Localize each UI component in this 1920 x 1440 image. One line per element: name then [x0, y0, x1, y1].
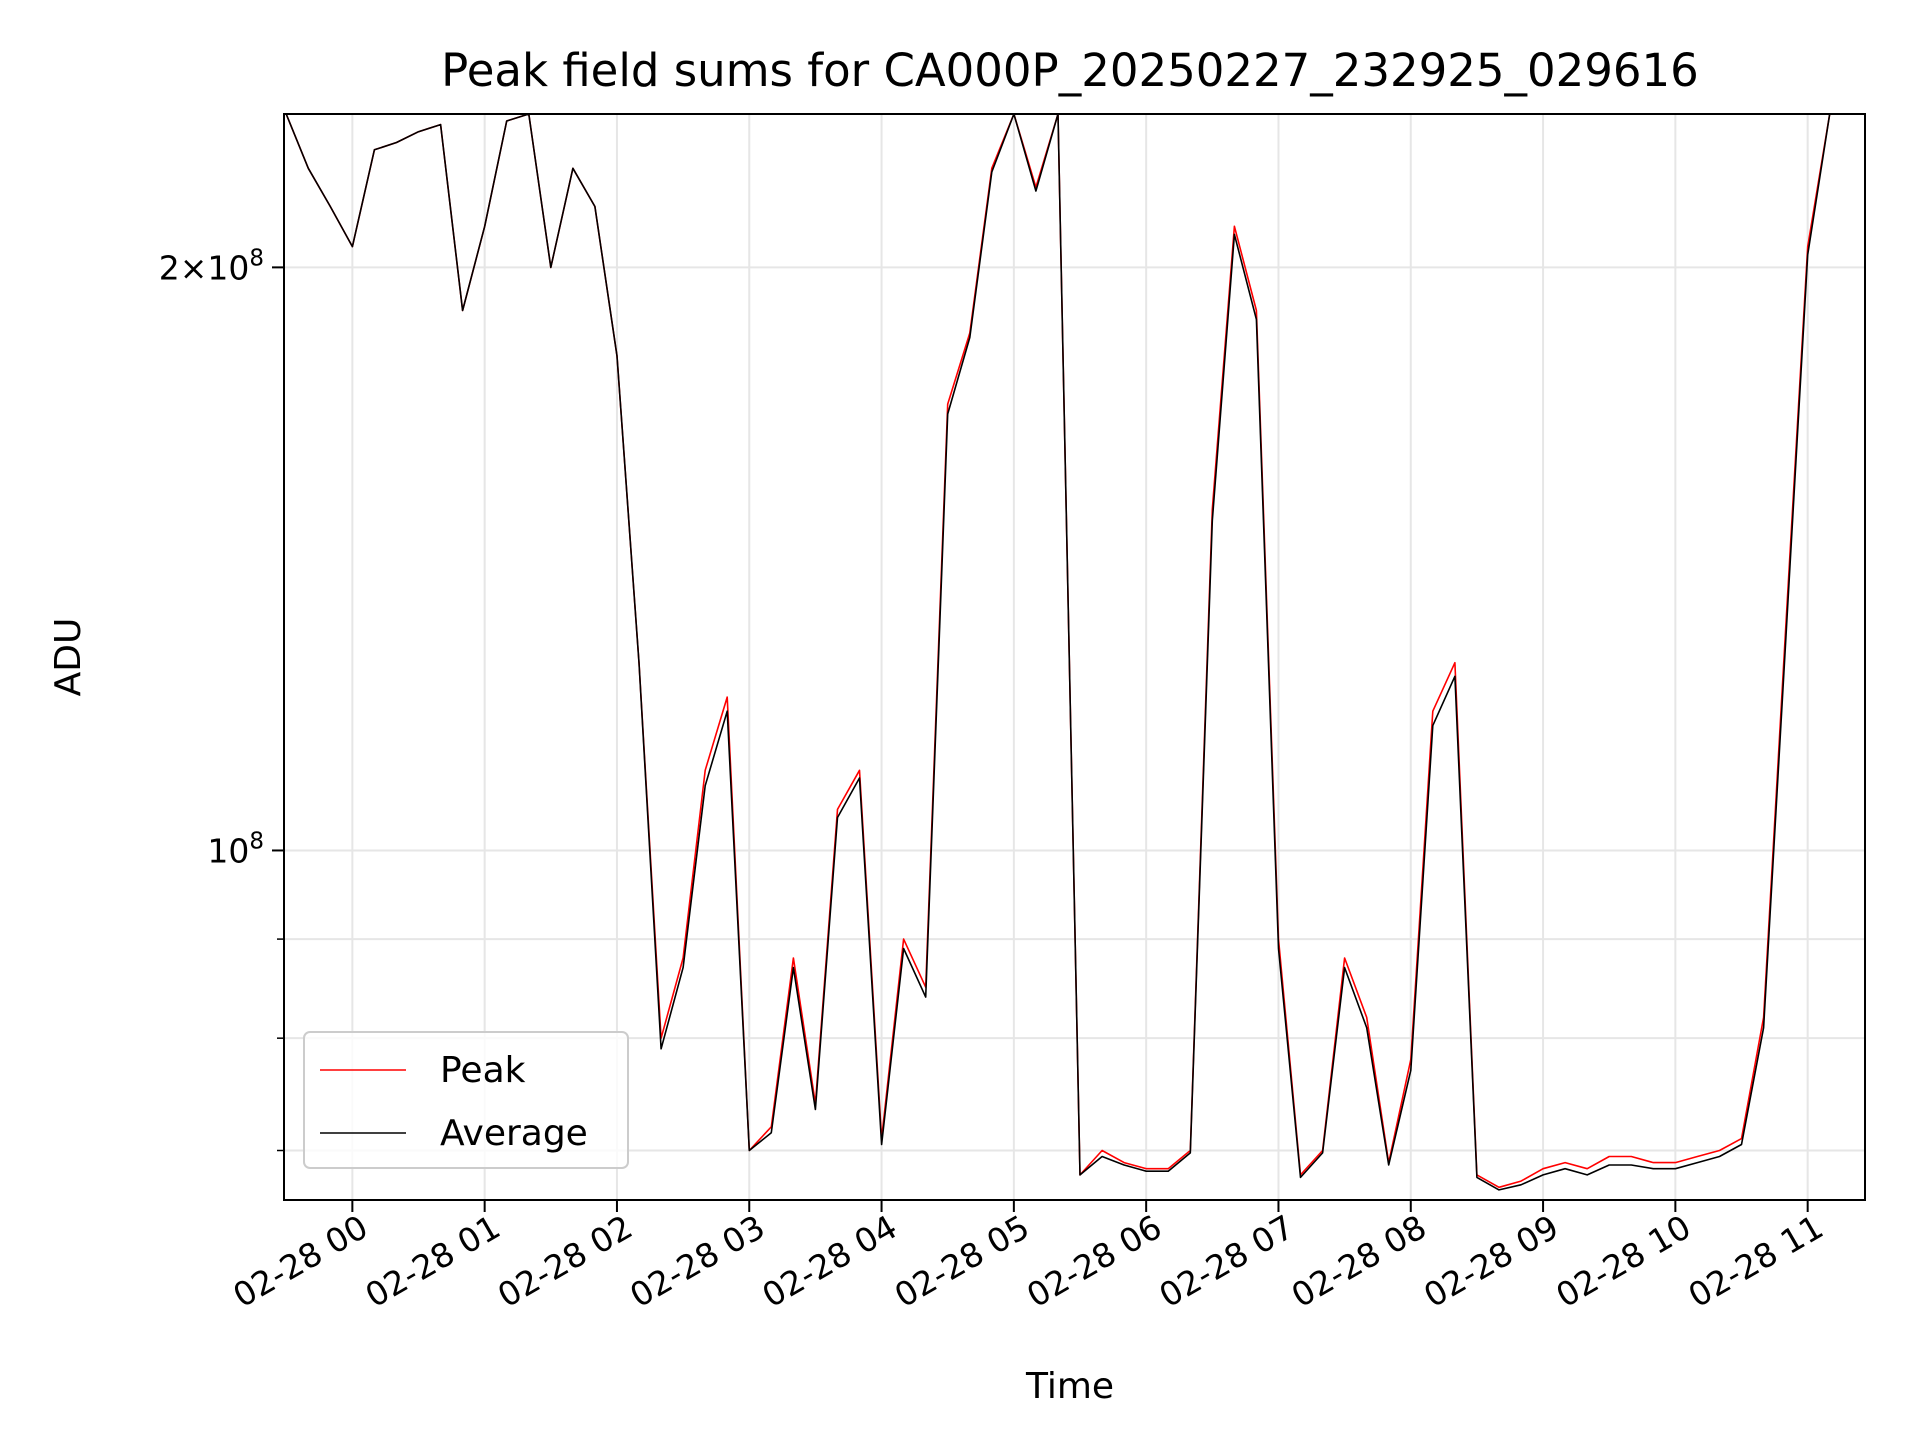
x-axis-title: Time	[1025, 1366, 1114, 1407]
y-axis-ticks: 108 2×108	[159, 245, 284, 1152]
y-axis-title: ADU	[48, 618, 89, 697]
legend: Peak Average	[303, 1031, 629, 1169]
legend-label-average: Average	[440, 1113, 588, 1154]
series-line-average	[285, 113, 1852, 1191]
series-lines	[285, 113, 1852, 1191]
y-tick-label: 2×108	[159, 245, 264, 287]
plot-frame	[283, 113, 1866, 1201]
grid	[284, 114, 1865, 1200]
legend-box	[303, 1031, 629, 1169]
chart-title: Peak field sums for CA000P_20250227_2329…	[441, 44, 1699, 97]
y-tick-label: 108	[207, 828, 264, 870]
legend-label-peak: Peak	[440, 1050, 526, 1091]
